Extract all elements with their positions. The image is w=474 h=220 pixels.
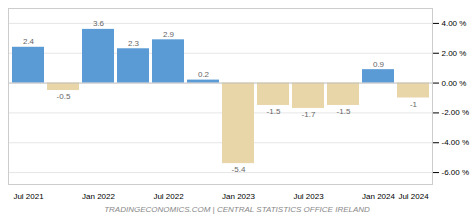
svg-text:4.00 %: 4.00 % [442,19,467,28]
svg-text:Jul 2024: Jul 2024 [398,192,429,201]
svg-text:Jan 2024: Jan 2024 [362,192,395,201]
svg-text:-1.5: -1.5 [267,107,281,116]
svg-text:Jul 2023: Jul 2023 [293,192,324,201]
svg-text:-5.4: -5.4 [232,165,246,174]
svg-text:0.9: 0.9 [373,60,385,69]
svg-text:Jul 2022: Jul 2022 [153,192,184,201]
svg-text:-0.5: -0.5 [57,92,71,101]
svg-text:2.9: 2.9 [163,30,175,39]
svg-text:Jan 2023: Jan 2023 [222,192,255,201]
svg-text:-2.00 %: -2.00 % [442,108,470,117]
svg-text:-4.00 %: -4.00 % [442,138,470,147]
svg-text:0.2: 0.2 [198,70,210,79]
html-text:TRADINGECONOMICS.COM | CENTRAL: TRADINGECONOMICS.COM | CENTRAL STATISTIC… [104,205,370,214]
svg-text:Jul 2021: Jul 2021 [13,192,44,201]
svg-text:-6.00 %: -6.00 % [442,168,470,177]
svg-text:0.00 %: 0.00 % [442,79,467,88]
svg-text:-1: -1 [410,100,418,109]
svg-text:2.3: 2.3 [128,39,140,48]
svg-text:2.4: 2.4 [23,37,35,46]
svg-text:2.00 %: 2.00 % [442,49,467,58]
svg-text:-1.5: -1.5 [337,107,351,116]
svg-text:-1.7: -1.7 [302,110,316,119]
svg-text:Jan 2022: Jan 2022 [82,192,115,201]
svg-text:3.6: 3.6 [93,19,105,28]
